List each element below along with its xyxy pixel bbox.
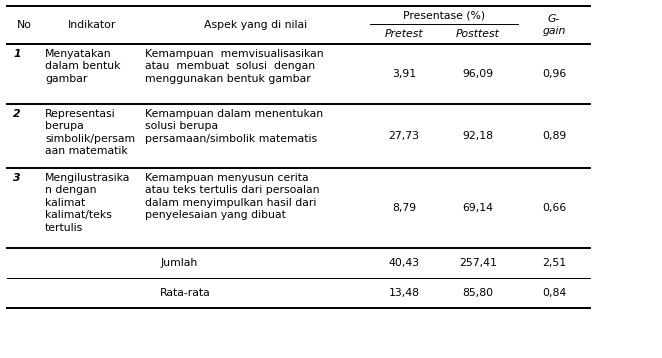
Text: 2,51: 2,51 [542, 258, 566, 268]
Text: 92,18: 92,18 [463, 131, 493, 141]
Text: 0,89: 0,89 [542, 131, 566, 141]
Text: Kemampuan menyusun cerita
atau teks tertulis dari persoalan
dalam menyimpulkan h: Kemampuan menyusun cerita atau teks tert… [145, 173, 320, 220]
Text: No: No [17, 20, 32, 30]
Text: Kemampuan  memvisualisasikan
atau  membuat  solusi  dengan
menggunakan bentuk ga: Kemampuan memvisualisasikan atau membuat… [145, 49, 324, 84]
Text: 69,14: 69,14 [463, 203, 493, 213]
Text: 13,48: 13,48 [389, 288, 420, 298]
Text: Aspek yang di nilai: Aspek yang di nilai [205, 20, 308, 30]
Text: 3: 3 [13, 173, 21, 183]
Text: 27,73: 27,73 [389, 131, 420, 141]
Text: 0,84: 0,84 [542, 288, 566, 298]
Text: Kemampuan dalam menentukan
solusi berupa
persamaan/simbolik matematis: Kemampuan dalam menentukan solusi berupa… [145, 109, 323, 144]
Text: Posttest: Posttest [456, 29, 500, 39]
Text: 85,80: 85,80 [463, 288, 494, 298]
Text: 257,41: 257,41 [459, 258, 497, 268]
Text: 0,66: 0,66 [542, 203, 566, 213]
Text: 96,09: 96,09 [463, 69, 494, 79]
Text: Indikator: Indikator [68, 20, 117, 30]
Text: 3,91: 3,91 [392, 69, 416, 79]
Text: Representasi
berupa
simbolik/persam
aan matematik: Representasi berupa simbolik/persam aan … [45, 109, 135, 156]
Text: Pretest: Pretest [385, 29, 423, 39]
Text: 2: 2 [13, 109, 21, 119]
Text: Menyatakan
dalam bentuk
gambar: Menyatakan dalam bentuk gambar [45, 49, 120, 84]
Text: 1: 1 [13, 49, 21, 59]
Text: 40,43: 40,43 [389, 258, 420, 268]
Text: Presentase (%): Presentase (%) [403, 10, 485, 20]
Text: Mengilustrasika
n dengan
kalimat
kalimat/teks
tertulis: Mengilustrasika n dengan kalimat kalimat… [45, 173, 130, 233]
Text: Rata-rata: Rata-rata [160, 288, 211, 298]
Text: 0,96: 0,96 [542, 69, 566, 79]
Text: G-
gain: G- gain [542, 14, 566, 36]
Text: Jumlah: Jumlah [160, 258, 197, 268]
Text: 8,79: 8,79 [392, 203, 416, 213]
